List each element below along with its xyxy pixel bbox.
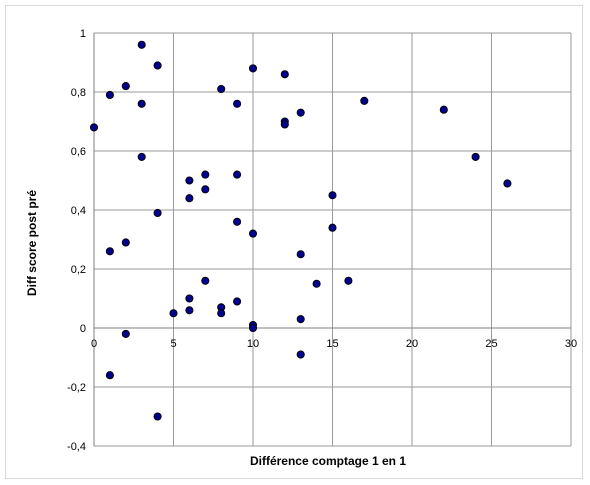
y-tick-label: 0,2 — [71, 264, 86, 276]
data-point — [121, 238, 130, 247]
data-point — [217, 309, 226, 318]
y-tick-label: 0,8 — [71, 87, 86, 99]
data-point — [105, 90, 114, 99]
data-point — [344, 276, 353, 285]
scatter-chart: -0,4-0,200,20,40,60,810 5 10 15 20 25 30 Diffé… — [25, 28, 577, 468]
data-point — [296, 350, 305, 359]
y-tick-label: 0,4 — [71, 205, 86, 217]
data-point — [280, 70, 289, 79]
data-point — [121, 329, 130, 338]
data-point — [185, 176, 194, 185]
y-tick-label: -0,4 — [67, 441, 86, 453]
data-point — [233, 297, 242, 306]
data-point — [328, 191, 337, 200]
y-tick-label: 0,6 — [71, 146, 86, 158]
y-tick-label: -0,2 — [67, 382, 86, 394]
data-point — [248, 323, 258, 333]
data-point — [296, 315, 305, 324]
data-point — [201, 170, 210, 179]
data-point — [248, 229, 258, 238]
data-point — [185, 306, 194, 315]
y-tick-label: 1 — [80, 28, 86, 40]
data-point — [105, 247, 114, 256]
data-point — [233, 170, 242, 179]
data-point — [121, 82, 130, 91]
data-point — [248, 64, 258, 73]
data-point — [153, 208, 162, 217]
data-point — [137, 40, 146, 49]
data-point — [471, 152, 480, 161]
data-point — [217, 85, 226, 94]
tick-labels: -0,4-0,200,20,40,60,810 5 10 15 20 25 30 — [67, 28, 577, 453]
data-point — [439, 105, 448, 114]
data-point — [233, 217, 242, 226]
x-tick-label: 25 — [485, 338, 497, 350]
data-point — [201, 185, 210, 194]
data-point — [328, 223, 337, 232]
data-point — [185, 194, 194, 203]
data-point — [296, 250, 305, 259]
data-point — [137, 99, 146, 108]
data-point — [153, 61, 162, 70]
data-point — [185, 294, 194, 303]
y-tick-label: 0 — [80, 323, 86, 335]
y-axis-label: Diff score post pré — [25, 190, 39, 296]
data-point — [280, 120, 289, 129]
chart-frame: -0,4 -0,2 0 0,2 0,4 0,6 0,8 1 0 5 10 15 20 25 30 Diffé… — [5, 5, 583, 479]
data-point — [360, 96, 369, 105]
data-point — [201, 276, 210, 285]
x-tick-label: 5 — [170, 338, 176, 350]
data-point — [312, 279, 321, 288]
data-points — [89, 40, 512, 421]
x-axis-label: Différence comptage 1 en 1 — [250, 454, 406, 468]
data-point — [137, 152, 146, 161]
x-tick-label: 10 — [247, 338, 259, 350]
x-tick-label: 0 — [91, 338, 97, 350]
x-tick-label: 15 — [326, 338, 338, 350]
data-point — [169, 309, 178, 318]
data-point — [89, 123, 99, 132]
data-point — [105, 371, 114, 380]
grid — [93, 32, 572, 447]
data-point — [503, 179, 512, 188]
x-tick-label: 20 — [406, 338, 418, 350]
x-tick-label: 30 — [565, 338, 577, 350]
data-point — [153, 412, 162, 421]
data-point — [233, 99, 242, 108]
data-point — [296, 108, 305, 117]
